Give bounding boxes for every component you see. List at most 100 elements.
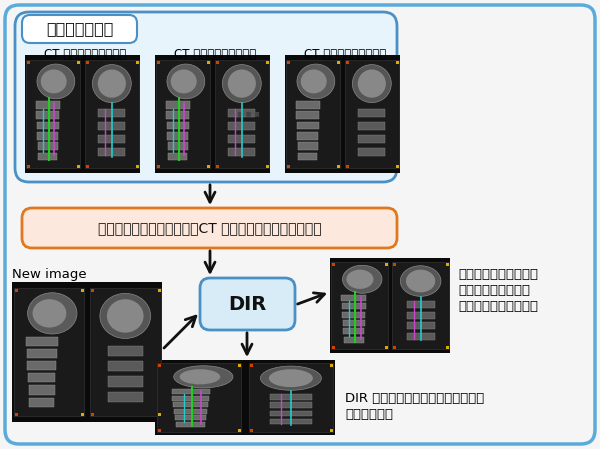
Bar (298, 153, 317, 160)
Bar (14, 289, 17, 291)
Bar (407, 312, 434, 319)
Bar (343, 328, 364, 335)
FancyBboxPatch shape (22, 208, 397, 248)
Bar (157, 61, 160, 64)
Bar (27, 361, 56, 370)
Text: １種類のアトラスデータ（CT 画像＋輚郭データ）を選択: １種類のアトラスデータ（CT 画像＋輚郭データ）を選択 (98, 221, 322, 235)
Ellipse shape (352, 65, 391, 103)
Bar (330, 364, 333, 367)
Bar (229, 109, 256, 117)
Bar (446, 263, 449, 266)
Bar (26, 337, 58, 346)
Text: 輚郭抜出を行う画像と: 輚郭抜出を行う画像と (458, 268, 538, 281)
Text: DIR: DIR (229, 295, 266, 313)
Bar (394, 346, 397, 349)
Bar (358, 109, 385, 117)
Ellipse shape (100, 293, 151, 339)
Bar (27, 61, 30, 64)
Ellipse shape (406, 270, 435, 292)
Ellipse shape (32, 299, 67, 327)
Bar (157, 363, 241, 432)
Bar (337, 165, 340, 168)
Text: 最も類似した画像が: 最も類似した画像が (458, 284, 530, 297)
Bar (238, 429, 241, 432)
Bar (166, 101, 190, 109)
Bar (345, 60, 399, 168)
Text: CT 画像＋輚郭データ１: CT 画像＋輚郭データ１ (44, 48, 126, 61)
Ellipse shape (297, 64, 335, 99)
Ellipse shape (179, 369, 220, 384)
Bar (332, 263, 335, 266)
Bar (207, 61, 210, 64)
FancyBboxPatch shape (22, 15, 137, 43)
Bar (157, 289, 161, 291)
Bar (385, 346, 388, 349)
Bar (341, 295, 367, 301)
Bar (158, 429, 161, 432)
FancyBboxPatch shape (5, 5, 595, 444)
Bar (14, 288, 84, 416)
Ellipse shape (98, 70, 126, 98)
Bar (296, 101, 320, 109)
Bar (86, 165, 89, 168)
Text: 実施される。: 実施される。 (345, 408, 393, 421)
Ellipse shape (301, 70, 326, 93)
Bar (270, 402, 312, 408)
Ellipse shape (28, 293, 77, 334)
Bar (296, 111, 319, 119)
Bar (396, 165, 399, 168)
Ellipse shape (343, 265, 382, 293)
Bar (136, 61, 139, 64)
Bar (81, 289, 84, 291)
Bar (25, 55, 140, 173)
Bar (155, 360, 335, 435)
Bar (286, 60, 340, 168)
Ellipse shape (358, 70, 386, 98)
Bar (358, 148, 385, 156)
Bar (287, 61, 290, 64)
Bar (14, 414, 17, 416)
Bar (229, 122, 256, 130)
Bar (86, 61, 89, 64)
Bar (98, 148, 125, 156)
Bar (136, 165, 139, 168)
Bar (91, 414, 94, 416)
Bar (215, 60, 269, 168)
Ellipse shape (400, 266, 441, 296)
Bar (394, 263, 397, 266)
Bar (26, 349, 57, 358)
Ellipse shape (269, 369, 313, 387)
Bar (107, 392, 143, 402)
Text: CT 画像＋輚郭データｎ: CT 画像＋輚郭データｎ (304, 48, 386, 61)
Bar (343, 320, 365, 326)
FancyBboxPatch shape (200, 278, 295, 330)
Bar (358, 122, 385, 130)
Bar (77, 165, 80, 168)
Bar (344, 337, 364, 343)
Bar (98, 135, 125, 143)
Ellipse shape (174, 366, 233, 388)
Bar (107, 376, 143, 387)
Bar (35, 101, 60, 109)
Bar (266, 61, 269, 64)
Bar (98, 122, 125, 130)
Bar (169, 153, 187, 160)
Bar (407, 322, 434, 329)
Bar (173, 402, 208, 407)
Bar (407, 333, 434, 339)
Bar (229, 135, 256, 143)
Bar (330, 258, 450, 353)
Bar (107, 361, 143, 371)
Bar (28, 373, 55, 382)
Ellipse shape (41, 70, 67, 93)
Bar (266, 165, 269, 168)
Ellipse shape (107, 299, 143, 333)
Bar (385, 263, 388, 266)
Bar (346, 165, 349, 168)
Bar (298, 142, 318, 150)
Text: ⋯: ⋯ (235, 103, 260, 127)
Bar (297, 132, 319, 140)
Text: アトラスデータ: アトラスデータ (46, 22, 113, 36)
Bar (270, 410, 312, 416)
Bar (341, 304, 366, 309)
